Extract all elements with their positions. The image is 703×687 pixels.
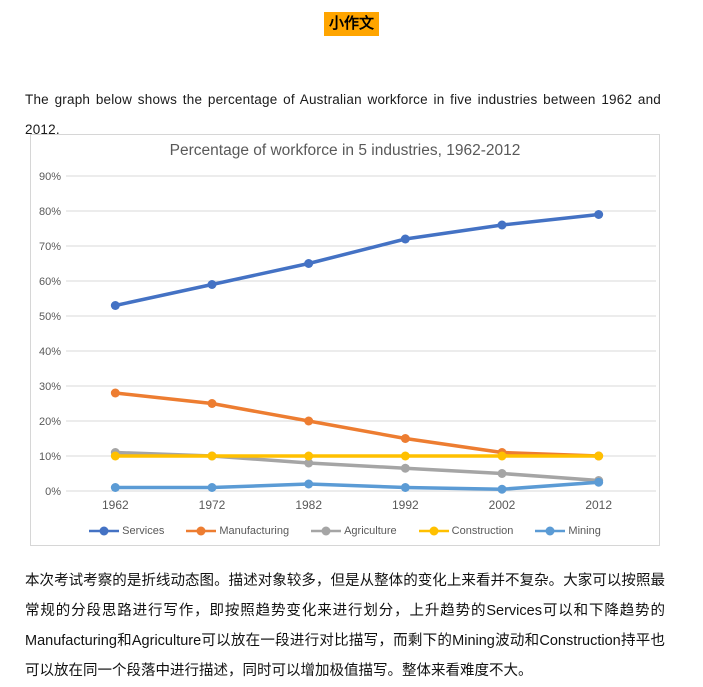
x-tick-label: 2012 [585, 498, 612, 512]
data-point-mining [110, 483, 120, 492]
data-point-mining [304, 479, 314, 489]
legend-item-services: Services [89, 525, 164, 537]
legend-marker-icon [418, 526, 449, 536]
y-tick-label: 60% [39, 276, 61, 288]
y-tick-label: 50% [39, 311, 61, 323]
data-point-construction [497, 451, 507, 461]
data-point-services [207, 280, 217, 289]
series-line-services [113, 212, 601, 308]
legend-item-construction: Construction [418, 525, 514, 537]
legend-item-manufacturing: Manufacturing [186, 525, 289, 537]
data-point-manufacturing [110, 388, 120, 398]
intro-paragraph: The graph below shows the percentage of … [25, 91, 661, 137]
legend-label: Services [122, 525, 165, 537]
series-line-manufacturing [113, 391, 601, 458]
data-point-agriculture [400, 463, 410, 473]
data-point-agriculture [304, 458, 314, 468]
y-tick-label: 20% [39, 416, 61, 428]
doc-title: 小作文 [323, 12, 379, 36]
plot-svg: 0% 10% 20% 30% 40% 50% 60% 70% 80% 90% 1962 1972 198… [39, 171, 656, 512]
series-line-mining [113, 480, 601, 491]
legend-label: Manufacturing [219, 525, 290, 537]
line-chart: 0% 10% 20% 30% 40% 50% 60% 70% 80% 90% 1962 1972 198… [30, 134, 660, 546]
y-tick-label: 0% [45, 486, 61, 498]
data-point-construction [594, 451, 604, 461]
data-point-services [497, 220, 507, 230]
y-tick-label: 30% [39, 381, 61, 393]
data-point-mining [594, 477, 604, 487]
data-point-mining [207, 483, 217, 492]
y-tick-label: 10% [39, 451, 61, 463]
data-point-mining [497, 484, 507, 494]
legend-label: Construction [451, 525, 514, 537]
data-point-services [594, 210, 604, 219]
x-tick-label: 1992 [392, 498, 419, 512]
legend-marker-icon [186, 526, 217, 536]
chart-legend: Services Manufacturing Agriculture Construc… [31, 525, 659, 537]
data-point-mining [400, 483, 410, 492]
legend-marker-icon [311, 526, 342, 536]
legend-item-mining: Mining [535, 525, 601, 537]
analysis-paragraph: 本次考试考察的是折线动态图。描述对象较多，但是从整体的变化上来看并不复杂。大家可… [25, 572, 665, 679]
y-tick-label: 80% [39, 206, 61, 218]
x-tick-label: 2002 [489, 498, 516, 512]
data-point-manufacturing [304, 416, 314, 426]
x-tick-label: 1962 [102, 498, 129, 512]
legend-marker-icon [535, 526, 566, 536]
data-point-manufacturing [207, 399, 217, 408]
chart-title: Percentage of workforce in 5 industries,… [169, 142, 521, 159]
data-point-services [304, 259, 314, 268]
legend-item-agriculture: Agriculture [311, 525, 397, 537]
data-point-manufacturing [400, 434, 410, 443]
y-tick-label: 90% [39, 171, 61, 183]
data-point-agriculture [497, 469, 507, 478]
legend-label: Agriculture [344, 525, 397, 537]
data-point-services [110, 301, 120, 310]
x-tick-label: 1972 [199, 498, 226, 512]
y-tick-label: 70% [39, 241, 61, 253]
data-point-construction [400, 451, 410, 461]
data-point-construction [110, 451, 120, 461]
data-point-construction [207, 451, 217, 461]
legend-label: Mining [568, 525, 601, 537]
data-point-services [400, 234, 410, 244]
data-point-construction [304, 451, 314, 461]
legend-marker-icon [89, 526, 120, 536]
x-tick-label: 1982 [295, 498, 322, 512]
y-tick-label: 40% [39, 346, 61, 358]
doc-title-row: 小作文 [0, 12, 703, 36]
